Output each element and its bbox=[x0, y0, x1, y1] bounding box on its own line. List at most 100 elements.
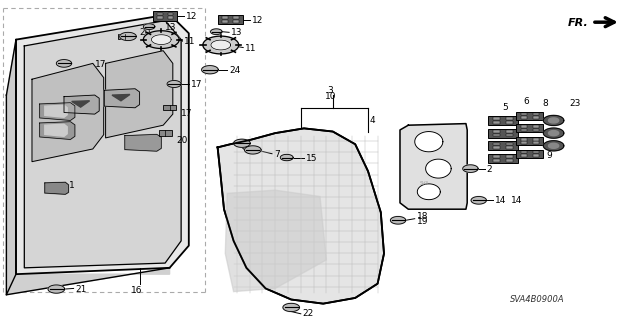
Bar bbox=[521, 141, 527, 144]
Bar bbox=[516, 124, 543, 132]
Text: 7: 7 bbox=[274, 150, 280, 159]
Polygon shape bbox=[24, 21, 181, 268]
Text: 20: 20 bbox=[176, 136, 188, 145]
Bar bbox=[493, 117, 500, 120]
Polygon shape bbox=[143, 24, 155, 29]
Bar bbox=[506, 146, 513, 149]
Text: 15: 15 bbox=[306, 154, 317, 163]
Bar bbox=[521, 151, 527, 153]
Polygon shape bbox=[543, 115, 564, 125]
Text: 21: 21 bbox=[76, 285, 87, 293]
Polygon shape bbox=[280, 154, 293, 161]
Text: 3: 3 bbox=[328, 86, 333, 95]
Polygon shape bbox=[56, 60, 72, 67]
Bar bbox=[532, 154, 539, 157]
Polygon shape bbox=[417, 184, 440, 200]
Text: 20: 20 bbox=[140, 28, 151, 37]
Text: 17: 17 bbox=[95, 60, 106, 69]
Polygon shape bbox=[64, 95, 99, 114]
Text: 23: 23 bbox=[569, 100, 580, 108]
Polygon shape bbox=[45, 124, 67, 136]
Polygon shape bbox=[106, 51, 173, 138]
Bar bbox=[506, 134, 513, 136]
Polygon shape bbox=[211, 40, 230, 50]
Bar bbox=[157, 16, 163, 19]
Polygon shape bbox=[415, 131, 443, 152]
Text: 11: 11 bbox=[245, 44, 257, 53]
Bar bbox=[222, 16, 228, 19]
Polygon shape bbox=[104, 89, 140, 108]
Polygon shape bbox=[167, 80, 181, 87]
Bar bbox=[488, 141, 518, 150]
Text: 1: 1 bbox=[69, 181, 75, 190]
Polygon shape bbox=[211, 29, 222, 34]
Bar bbox=[488, 129, 518, 137]
Text: 11: 11 bbox=[184, 37, 196, 46]
Bar bbox=[493, 130, 500, 133]
Text: 6: 6 bbox=[524, 97, 529, 106]
Bar bbox=[506, 130, 513, 133]
Polygon shape bbox=[45, 182, 68, 194]
Bar bbox=[521, 116, 527, 119]
Bar bbox=[493, 155, 500, 158]
Polygon shape bbox=[48, 285, 65, 293]
Polygon shape bbox=[471, 197, 486, 204]
Bar bbox=[521, 113, 527, 115]
Bar bbox=[516, 150, 543, 158]
Bar bbox=[153, 11, 177, 21]
Text: 9: 9 bbox=[547, 151, 552, 160]
Polygon shape bbox=[400, 124, 467, 209]
Polygon shape bbox=[244, 146, 261, 154]
Bar bbox=[506, 117, 513, 120]
Text: 8: 8 bbox=[543, 99, 548, 108]
Bar bbox=[168, 16, 173, 19]
Polygon shape bbox=[234, 139, 250, 147]
Text: FR.: FR. bbox=[568, 18, 589, 28]
Text: 10: 10 bbox=[324, 92, 336, 101]
Bar bbox=[159, 130, 172, 136]
Polygon shape bbox=[548, 130, 559, 136]
Polygon shape bbox=[426, 159, 451, 178]
Polygon shape bbox=[125, 134, 161, 151]
Bar bbox=[506, 143, 513, 145]
Bar bbox=[532, 129, 539, 131]
Text: 2: 2 bbox=[486, 165, 492, 174]
Polygon shape bbox=[72, 101, 90, 107]
Text: SVA: SVA bbox=[419, 182, 429, 186]
Bar bbox=[516, 137, 543, 145]
Bar bbox=[532, 141, 539, 144]
Text: 24: 24 bbox=[229, 66, 241, 75]
Bar bbox=[532, 151, 539, 153]
Bar bbox=[233, 20, 239, 23]
Text: 4: 4 bbox=[370, 116, 376, 125]
Text: 12: 12 bbox=[186, 12, 198, 21]
Bar bbox=[532, 125, 539, 128]
Bar bbox=[163, 105, 176, 110]
Bar bbox=[521, 129, 527, 131]
Bar bbox=[532, 138, 539, 141]
Polygon shape bbox=[120, 32, 136, 41]
Text: 22: 22 bbox=[303, 309, 314, 318]
Text: 14: 14 bbox=[511, 196, 523, 205]
Bar bbox=[488, 116, 518, 125]
Polygon shape bbox=[543, 141, 564, 151]
Text: 14: 14 bbox=[495, 197, 506, 205]
Polygon shape bbox=[543, 128, 564, 138]
Polygon shape bbox=[45, 105, 67, 117]
Text: 12: 12 bbox=[252, 16, 263, 25]
Text: 19: 19 bbox=[417, 217, 428, 226]
Bar bbox=[506, 155, 513, 158]
Bar bbox=[532, 113, 539, 115]
Polygon shape bbox=[283, 303, 300, 312]
Bar bbox=[118, 33, 132, 39]
Polygon shape bbox=[202, 66, 218, 74]
Polygon shape bbox=[463, 165, 478, 173]
Polygon shape bbox=[143, 31, 179, 48]
Polygon shape bbox=[152, 35, 171, 44]
Bar bbox=[233, 16, 239, 19]
Polygon shape bbox=[32, 63, 104, 162]
Text: 17: 17 bbox=[181, 109, 193, 118]
Bar bbox=[493, 146, 500, 149]
Text: 5: 5 bbox=[503, 103, 508, 112]
Bar bbox=[521, 138, 527, 141]
